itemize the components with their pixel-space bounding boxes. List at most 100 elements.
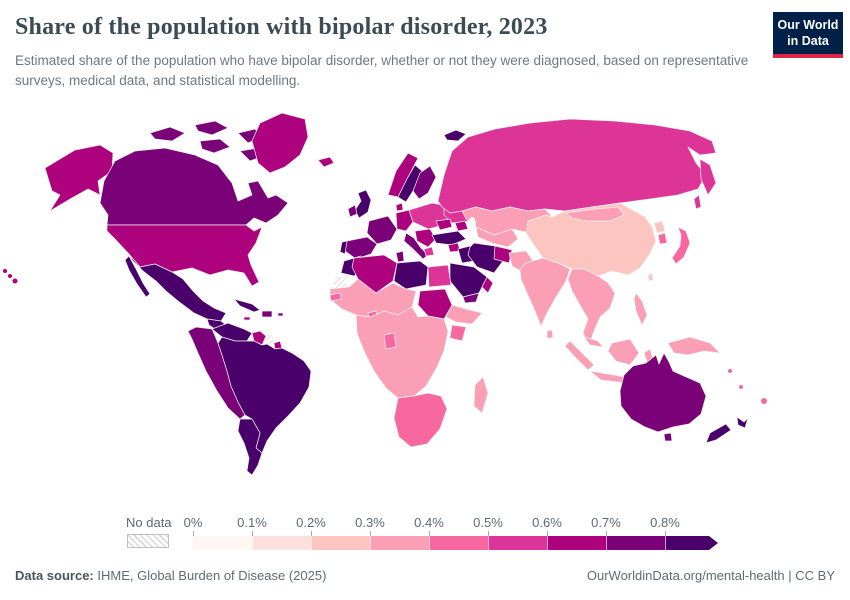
legend-bin[interactable] <box>665 536 718 550</box>
region-taiwan[interactable] <box>647 272 654 282</box>
region-hispaniola[interactable] <box>261 310 273 318</box>
region-india[interactable] <box>519 257 571 327</box>
region-canada[interactable] <box>99 147 289 226</box>
region-italy[interactable] <box>403 232 429 260</box>
legend-bin[interactable] <box>488 536 547 550</box>
region-germany[interactable] <box>395 209 414 232</box>
region-russia[interactable] <box>437 118 717 214</box>
region-kenya[interactable] <box>449 324 467 342</box>
region-turkey[interactable] <box>431 230 467 246</box>
region-tunisia[interactable] <box>395 250 405 263</box>
region-mexico-baja[interactable] <box>124 255 151 298</box>
page-title: Share of the population with bipolar dis… <box>15 14 548 40</box>
region-greece[interactable] <box>423 246 435 257</box>
region-vanuatu[interactable] <box>739 385 743 389</box>
legend-tick-mark <box>665 531 666 536</box>
legend-no-data-label: No data <box>126 515 172 530</box>
region-yemen[interactable] <box>462 292 480 304</box>
region-solomon-islands[interactable] <box>728 369 732 373</box>
legend-bin[interactable] <box>252 536 311 550</box>
region-usa-alaska[interactable] <box>44 144 114 212</box>
region-oman[interactable] <box>481 276 494 294</box>
region-algeria[interactable] <box>351 254 398 294</box>
region-france[interactable] <box>366 215 398 245</box>
region-mexico[interactable] <box>127 252 227 322</box>
region-new-zealand-north[interactable] <box>736 416 749 429</box>
region-usa-hawaii-2[interactable] <box>8 274 12 278</box>
region-new-zealand-south[interactable] <box>705 423 732 444</box>
legend-bin[interactable] <box>606 536 665 550</box>
region-iceland[interactable] <box>317 156 335 168</box>
region-libya[interactable] <box>393 260 429 290</box>
region-canada-arctic-4[interactable] <box>199 138 231 154</box>
legend-tick-label: 0.2% <box>296 515 326 530</box>
region-sweden[interactable] <box>397 164 423 203</box>
legend-no-data-swatch[interactable] <box>127 534 169 548</box>
region-indochina[interactable] <box>567 268 616 346</box>
legend-bin[interactable] <box>429 536 488 550</box>
region-svalbard[interactable] <box>443 129 467 142</box>
region-egypt[interactable] <box>427 264 452 288</box>
region-madagascar[interactable] <box>473 376 489 414</box>
region-japan[interactable] <box>671 226 691 265</box>
legend-no-data: No data <box>126 515 172 548</box>
region-central-africa[interactable] <box>355 306 449 399</box>
region-usa-hawaii-3[interactable] <box>12 278 18 284</box>
region-new-guinea[interactable] <box>667 336 721 356</box>
legend-scale: 0% 0.1% 0.2% 0.3% 0.4% 0.5% 0.6% 0.7% 0.8% <box>184 515 753 551</box>
region-usa-hawaii-1[interactable] <box>3 269 7 273</box>
legend-tick-mark <box>606 531 607 536</box>
owid-logo-line1: Our World <box>777 18 839 32</box>
region-caucasus[interactable] <box>454 220 469 232</box>
region-canada-arctic-1[interactable] <box>149 126 186 142</box>
legend-bin[interactable] <box>547 536 606 550</box>
region-russia-kamchatka[interactable] <box>699 158 717 196</box>
region-mongolia[interactable] <box>565 206 625 222</box>
legend-tick-mark <box>488 531 489 536</box>
region-ireland[interactable] <box>347 204 358 218</box>
region-russia-sakhalin[interactable] <box>693 194 702 210</box>
owid-logo-line2: in Data <box>787 33 829 48</box>
region-balkans[interactable] <box>414 228 437 248</box>
legend-tick-label: 0.1% <box>237 515 267 530</box>
region-horn-of-africa[interactable] <box>445 304 483 325</box>
region-portugal[interactable] <box>339 240 348 255</box>
region-south-korea[interactable] <box>657 232 668 245</box>
region-finland[interactable] <box>412 165 437 200</box>
region-canada-arctic-2[interactable] <box>194 120 229 136</box>
license-label: CC BY <box>795 568 835 583</box>
region-romania[interactable] <box>435 218 453 231</box>
region-fiji[interactable] <box>761 398 767 404</box>
region-suriname[interactable] <box>265 334 275 345</box>
region-jamaica[interactable] <box>243 316 251 321</box>
region-french-guiana[interactable] <box>273 340 283 350</box>
region-western-sahara[interactable] <box>331 275 350 290</box>
region-uk[interactable] <box>354 189 372 219</box>
legend-bin[interactable] <box>193 536 252 550</box>
region-cuba[interactable] <box>233 298 261 313</box>
region-southern-africa[interactable] <box>393 392 448 448</box>
region-afghanistan[interactable] <box>493 245 513 264</box>
region-argentina-chile[interactable] <box>237 418 263 476</box>
region-sumatra[interactable] <box>564 340 595 371</box>
region-borneo[interactable] <box>607 338 640 366</box>
region-tasmania[interactable] <box>663 432 673 442</box>
legend-tick-label: 0.8% <box>650 515 680 530</box>
owid-link[interactable]: OurWorldinData.org/mental-health <box>586 568 785 583</box>
region-central-asia[interactable] <box>475 226 519 248</box>
legend-bin[interactable] <box>311 536 370 550</box>
owid-logo[interactable]: Our World in Data <box>773 12 843 59</box>
region-gabon-congo[interactable] <box>383 332 397 350</box>
region-brazil[interactable] <box>217 336 312 454</box>
region-greenland[interactable] <box>251 112 309 174</box>
region-sri-lanka[interactable] <box>546 329 554 339</box>
region-malaysia[interactable] <box>583 336 604 348</box>
region-australia[interactable] <box>619 352 707 433</box>
region-philippines[interactable] <box>633 292 648 326</box>
legend-bin[interactable] <box>370 536 429 550</box>
region-denmark[interactable] <box>395 202 404 212</box>
region-north-korea[interactable] <box>653 220 666 234</box>
region-senegal[interactable] <box>329 292 342 302</box>
region-puerto-rico[interactable] <box>277 312 284 317</box>
data-source-label: Data source: <box>15 568 94 583</box>
